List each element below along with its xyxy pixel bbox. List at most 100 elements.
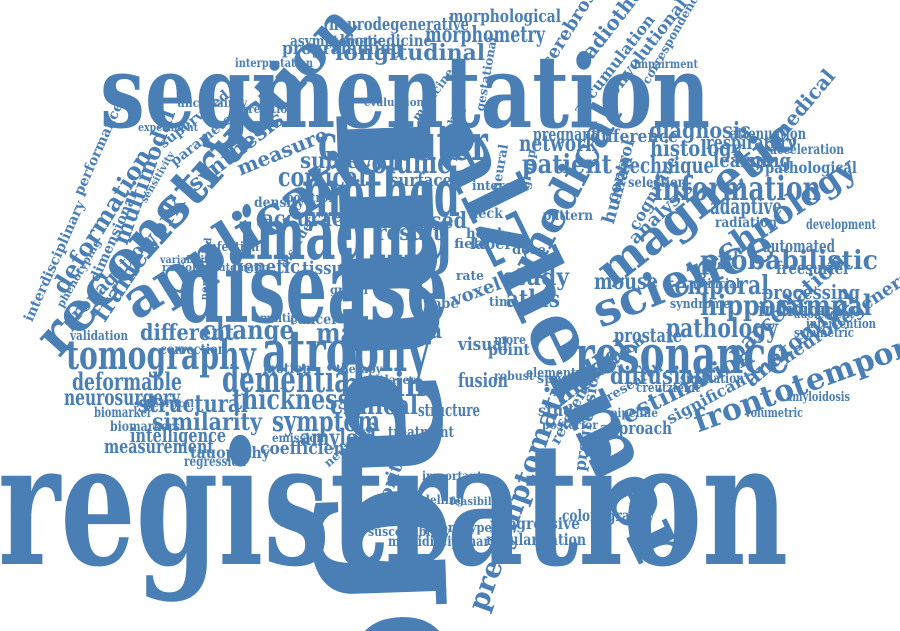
word-susceptibility: susceptibility [368, 525, 451, 540]
word-graph: graph [330, 283, 368, 297]
word-measurement: measurement [104, 434, 214, 458]
word-artificial: artificial [690, 277, 741, 292]
word-resonance: resonance [575, 325, 790, 386]
word-correction: correction [160, 342, 226, 358]
word-validation: validation [70, 329, 129, 344]
word-morphological: morphological [449, 6, 561, 27]
word-structural: structural [138, 389, 249, 418]
word-freesurfer: freesurfer [776, 258, 851, 279]
word-visual: visual [458, 334, 508, 355]
word-posterior: posterior [542, 418, 599, 432]
word-white: white [371, 216, 412, 232]
word-hippocampal: hippocampal [700, 289, 872, 322]
word-difference: difference [590, 126, 679, 147]
word-specific: specific [537, 371, 591, 387]
word-neurosurgery: neurosurgery [64, 385, 181, 411]
word-surface: surface [390, 170, 453, 191]
word-pathological: pathological [765, 158, 857, 177]
word-multidisciplinary: multidisciplinary [388, 534, 496, 550]
word-subject: subject [300, 148, 380, 174]
word-diffusion: diffusion [610, 361, 709, 390]
word-processing: processing [762, 280, 860, 304]
word-biomedicine: biomedicine [340, 31, 433, 50]
word-amyloid: amyloid [300, 425, 377, 451]
word-automated: automated [763, 236, 836, 257]
word-syndrome: syndrome [670, 297, 730, 312]
word-symmetric: symmetric [794, 326, 855, 341]
word-longitudinal: longitudinal [335, 40, 486, 66]
word-histology: histology [650, 136, 743, 162]
word-temporal: temporal [665, 271, 770, 301]
word-dementia: dementia [222, 359, 351, 401]
word-intelligence: intelligence [130, 423, 227, 447]
word-evaluation: evaluation [364, 96, 424, 109]
word-pipeline: pipeline [610, 406, 658, 420]
word-phenotype: phenotype [424, 521, 492, 536]
word-impairment: impairment [634, 57, 698, 71]
word-creutzfeldt: creutzfeldt [636, 381, 700, 396]
word-amyloidosis: amyloidosis [786, 390, 850, 405]
word-interest: interest [472, 179, 524, 194]
word-diagnosis: diagnosis [649, 118, 751, 144]
word-time: time [489, 295, 520, 310]
word-element: element [526, 366, 577, 381]
word-more: more [494, 333, 526, 348]
word-registration: registration [0, 405, 789, 605]
word-pattern: pattern [543, 208, 593, 224]
word-interpretation: interpretation [235, 56, 314, 70]
word-variability: variability [160, 255, 214, 266]
word-result: result [376, 220, 442, 246]
word-important: important [422, 469, 482, 483]
word-volumetric: volumetric [745, 406, 803, 421]
word-studies: studies [538, 401, 596, 420]
word-deformable: deformable [72, 367, 182, 396]
word-treatment: treatment [388, 423, 454, 441]
word-different: different [140, 320, 234, 346]
word-prostate: prostate [614, 323, 683, 347]
word-imaging: imaging [238, 191, 453, 276]
word-individual: individual [758, 297, 848, 321]
word-bayesian: bayesian [356, 448, 407, 461]
word-neurodegenerative: neurodegenerative [329, 14, 469, 35]
word-radiation: radiation [715, 215, 778, 231]
word-experiment: experiment [138, 121, 199, 134]
word-respiratory: respiratory [706, 130, 797, 154]
word-patient: patient [522, 150, 612, 180]
word-robust: robust [494, 369, 534, 383]
word-rate: rate [456, 269, 484, 284]
word-based: based [405, 208, 467, 234]
word-accuracy: accuracy [262, 206, 354, 232]
word-atlas: atlas [506, 284, 561, 313]
word-semantic: semantic [366, 436, 419, 449]
word-biomarker: biomarker [94, 405, 153, 421]
word-coefficient: coefficient [260, 438, 352, 459]
word-study: study [503, 262, 570, 291]
word-data: data [396, 318, 443, 344]
word-network: network [519, 131, 597, 157]
word-programming: programming [282, 38, 403, 59]
word-mouse: mouse [594, 269, 659, 295]
word-atrophy: atrophy [262, 317, 431, 385]
word-radiology: radiology [162, 261, 216, 274]
word-matter: matter [316, 317, 405, 350]
word-change: change [202, 316, 294, 346]
word-simulation: simulation [680, 371, 745, 387]
word-volume: volume [358, 143, 452, 181]
word-morphometry: morphometry [425, 22, 546, 48]
word-acceleration: acceleration [770, 142, 845, 158]
word-motion: motion [263, 361, 312, 377]
word-tauopathy: tauopathy [190, 443, 271, 462]
word-dose: dose [512, 243, 546, 258]
word-correlation: correlation [229, 102, 296, 116]
word-feasibility: feasibility [450, 495, 507, 508]
word-region: region [322, 206, 384, 227]
word-segmentation: segmentation [100, 33, 711, 151]
word-cortical: cortical [278, 163, 367, 193]
word-probabilistic: probabilistic [700, 246, 878, 276]
word-colonography: colonography [562, 506, 655, 525]
word-field: field [454, 237, 488, 252]
word-fusion: fusion [458, 368, 508, 392]
word-subcortical: subcortical [134, 399, 195, 410]
word-atlases: atlases [372, 373, 417, 387]
